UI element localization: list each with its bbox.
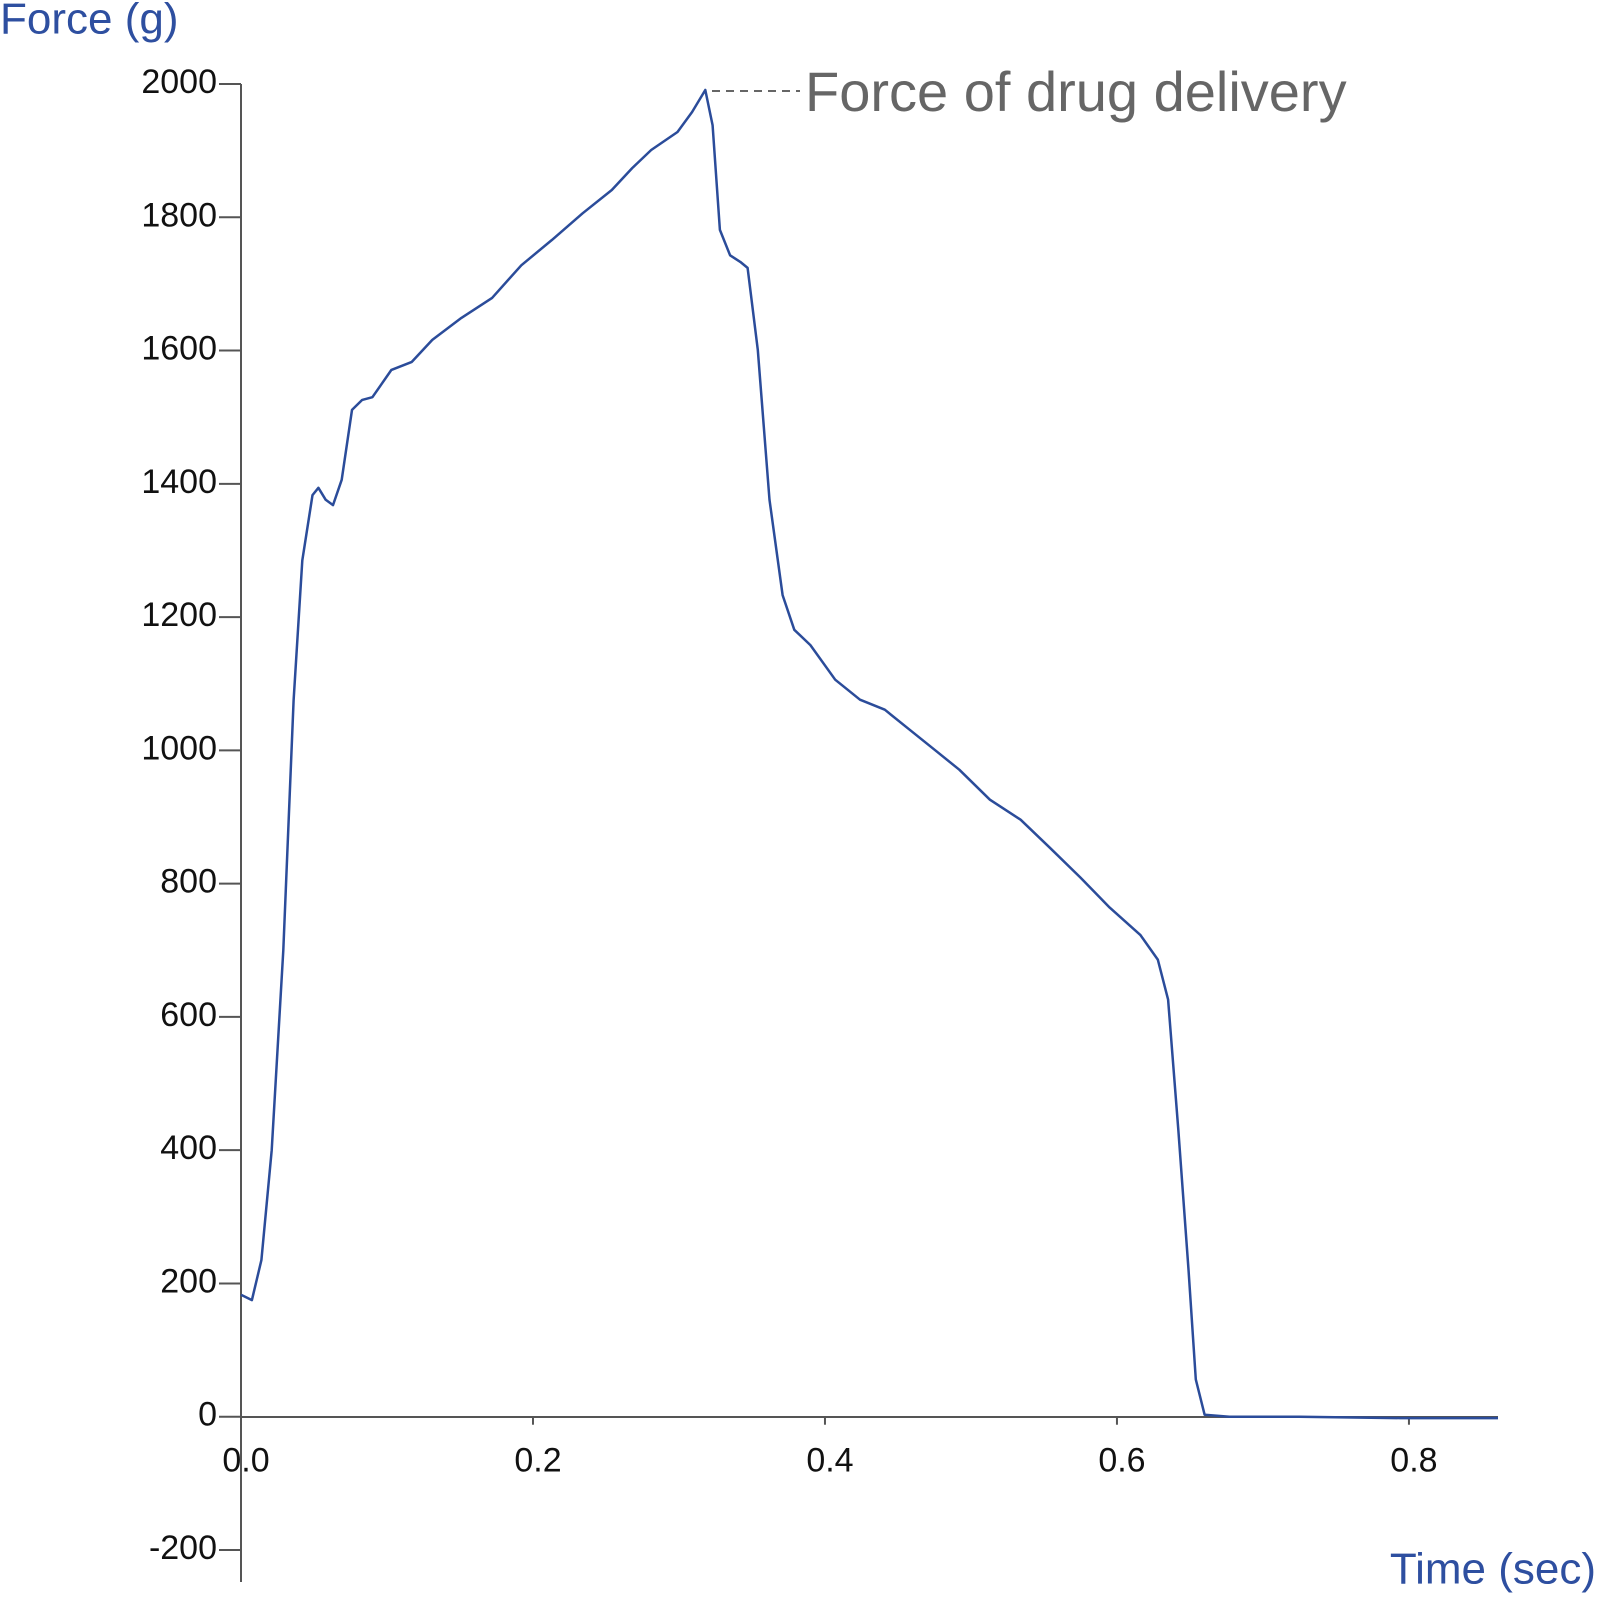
- y-axis-label: Force (g): [0, 0, 178, 44]
- x-tick-label: 0.0: [222, 1442, 269, 1480]
- y-tick-label: 1200: [141, 596, 217, 634]
- y-tick-label: 400: [160, 1129, 217, 1167]
- x-tick-label: 0.6: [1098, 1442, 1145, 1480]
- y-tick-label: 1600: [141, 330, 217, 368]
- y-tick-label: 1800: [141, 196, 217, 234]
- y-tick-label: -200: [149, 1529, 217, 1567]
- y-tick-label: 0: [198, 1396, 217, 1434]
- y-tick-label: 1000: [141, 729, 217, 767]
- y-tick-label: 600: [160, 996, 217, 1034]
- x-axis-label: Time (sec): [1390, 1545, 1596, 1594]
- y-tick-label: 2000: [141, 63, 217, 101]
- x-tick-label: 0.2: [514, 1442, 561, 1480]
- x-tick-label: 0.4: [806, 1442, 853, 1480]
- annotation: Force of drug delivery: [805, 60, 1347, 123]
- y-tick-label: 200: [160, 1262, 217, 1300]
- x-tick-label: 0.8: [1390, 1442, 1437, 1480]
- y-tick-label: 1400: [141, 463, 217, 501]
- data-line: [240, 88, 1498, 1420]
- y-tick-label: 800: [160, 863, 217, 901]
